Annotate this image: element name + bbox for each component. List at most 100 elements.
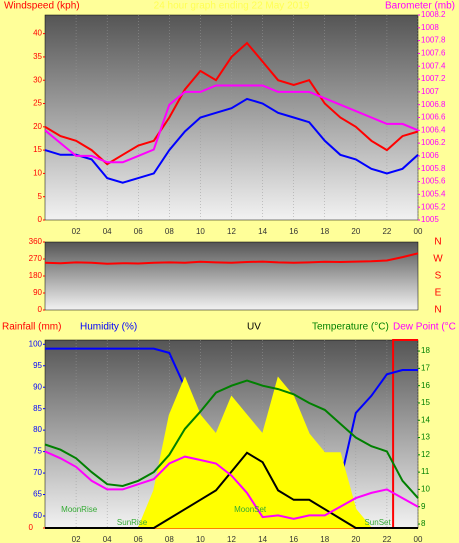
legend-entry: Temperature (°C) bbox=[312, 322, 389, 333]
chart-title: 24 hour graph ending 22 May 2019 bbox=[154, 1, 310, 12]
y2-tick-label: 11 bbox=[421, 467, 430, 476]
compass-label: N bbox=[434, 237, 441, 248]
x-tick-label: 22 bbox=[382, 227, 391, 236]
x-tick-label: 08 bbox=[165, 535, 174, 543]
x-tick-label: 12 bbox=[227, 535, 236, 543]
y2-tick-label: 1007.2 bbox=[421, 74, 446, 83]
series-line bbox=[44, 97, 419, 184]
series-line bbox=[44, 379, 419, 499]
compass-label: N bbox=[434, 305, 441, 316]
y-tick-label: 25 bbox=[33, 99, 42, 108]
annotation: SunRise bbox=[117, 518, 148, 527]
x-tick-label: 06 bbox=[134, 535, 143, 543]
y2-tick-label: 1005.2 bbox=[421, 202, 446, 211]
legend-entry: Humidity (%) bbox=[80, 322, 137, 333]
x-tick-label: 04 bbox=[103, 535, 112, 543]
y-tick-label: 90 bbox=[33, 288, 42, 297]
y-tick-label: 60 bbox=[33, 511, 42, 520]
y2-tick-label: 8 bbox=[421, 519, 426, 528]
y2-tick-label: 1006.2 bbox=[421, 138, 446, 147]
annotation: SunSet bbox=[364, 518, 391, 527]
x-tick-label: 04 bbox=[103, 227, 112, 236]
y-tick-label: 30 bbox=[33, 75, 42, 84]
y2-tick-label: 15 bbox=[421, 398, 430, 407]
y2-tick-label: 1005 bbox=[421, 215, 439, 224]
x-tick-label: 00 bbox=[414, 227, 423, 236]
y2-tick-label: 1007.4 bbox=[421, 61, 446, 70]
y2-tick-label: 1006 bbox=[421, 151, 439, 160]
x-tick-label: 18 bbox=[320, 535, 329, 543]
annotation: MoonRise bbox=[61, 505, 98, 514]
legend-entry: Rainfall (mm) bbox=[2, 322, 61, 333]
annotation: MoonSet bbox=[234, 505, 267, 514]
x-tick-label: 16 bbox=[289, 227, 298, 236]
y-tick-label: 85 bbox=[33, 404, 42, 413]
legend-entry: UV bbox=[247, 322, 261, 333]
y-tick-label: 270 bbox=[29, 254, 43, 263]
series-line bbox=[44, 450, 419, 520]
y-tick-label: 95 bbox=[33, 361, 42, 370]
y-tick-label: 70 bbox=[33, 468, 42, 477]
x-tick-label: 10 bbox=[196, 535, 205, 543]
y2-tick-label: 1007.8 bbox=[421, 36, 446, 45]
y2-tick-label: 1006.6 bbox=[421, 113, 446, 122]
x-tick-label: 10 bbox=[196, 227, 205, 236]
y-tick-label: 0 bbox=[38, 215, 43, 224]
y-tick-label: 35 bbox=[33, 52, 42, 61]
y2-tick-label: 16 bbox=[421, 381, 430, 390]
y2-tick-label: 18 bbox=[421, 346, 430, 355]
y2-axis-label: Barometer (mb) bbox=[385, 1, 455, 12]
y-tick-label: 80 bbox=[33, 425, 42, 434]
y2-tick-label: 9 bbox=[421, 502, 426, 511]
y-tick-label: 15 bbox=[33, 145, 42, 154]
x-tick-label: 06 bbox=[134, 227, 143, 236]
y-tick-label: 75 bbox=[33, 447, 42, 456]
x-tick-label: 18 bbox=[320, 227, 329, 236]
y-axis-label: Windspeed (kph) bbox=[4, 1, 80, 12]
y2-tick-label: 1006.8 bbox=[421, 100, 446, 109]
y2-tick-label: 13 bbox=[421, 433, 430, 442]
y-tick-label: 65 bbox=[33, 490, 42, 499]
x-tick-label: 02 bbox=[72, 227, 81, 236]
x-tick-label: 02 bbox=[72, 535, 81, 543]
compass-label: W bbox=[433, 254, 443, 265]
y2-tick-label: 1008.2 bbox=[421, 10, 446, 19]
y-tick-label: 100 bbox=[29, 339, 43, 348]
y2-tick-label: 10 bbox=[421, 485, 430, 494]
y-tick-label: 5 bbox=[38, 192, 43, 201]
series-line bbox=[44, 252, 419, 265]
x-tick-label: 12 bbox=[227, 227, 236, 236]
y2-tick-label: 14 bbox=[421, 415, 430, 424]
x-tick-label: 14 bbox=[258, 227, 267, 236]
y2-tick-label: 1007 bbox=[421, 87, 439, 96]
legend-entry: Dew Point (°C bbox=[393, 322, 456, 333]
y2-tick-label: 1008 bbox=[421, 23, 439, 32]
y-tick-label: 0 bbox=[38, 305, 43, 314]
y2-tick-label: 17 bbox=[421, 363, 430, 372]
y-tick-label: 20 bbox=[33, 122, 42, 131]
x-tick-label: 20 bbox=[351, 535, 360, 543]
y-tick-label: 40 bbox=[33, 29, 42, 38]
x-tick-label: 08 bbox=[165, 227, 174, 236]
compass-label: E bbox=[435, 288, 442, 299]
series-line bbox=[44, 84, 419, 164]
series-line bbox=[45, 451, 418, 529]
x-tick-label: 16 bbox=[289, 535, 298, 543]
x-tick-label: 20 bbox=[351, 227, 360, 236]
y2-tick-label: 1007.6 bbox=[421, 49, 446, 58]
y-tick-label: 180 bbox=[29, 271, 43, 280]
y2-tick-label: 1006.4 bbox=[421, 125, 446, 134]
y-tick-label: 90 bbox=[33, 382, 42, 391]
y-tick-label: 10 bbox=[33, 169, 42, 178]
compass-label: S bbox=[435, 271, 442, 282]
x-tick-label: 22 bbox=[382, 535, 391, 543]
y3-tick-label: 0 bbox=[29, 523, 34, 532]
y2-tick-label: 12 bbox=[421, 450, 430, 459]
y2-tick-label: 1005.4 bbox=[421, 189, 446, 198]
plot-area bbox=[44, 241, 419, 311]
y2-tick-label: 1005.6 bbox=[421, 177, 446, 186]
y2-tick-label: 1005.8 bbox=[421, 164, 446, 173]
x-tick-label: 14 bbox=[258, 535, 267, 543]
y-tick-label: 360 bbox=[29, 237, 43, 246]
